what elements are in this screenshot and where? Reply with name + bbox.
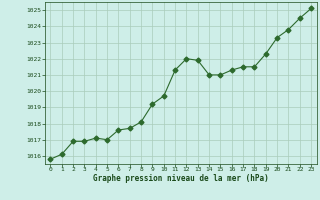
X-axis label: Graphe pression niveau de la mer (hPa): Graphe pression niveau de la mer (hPa) bbox=[93, 174, 269, 183]
